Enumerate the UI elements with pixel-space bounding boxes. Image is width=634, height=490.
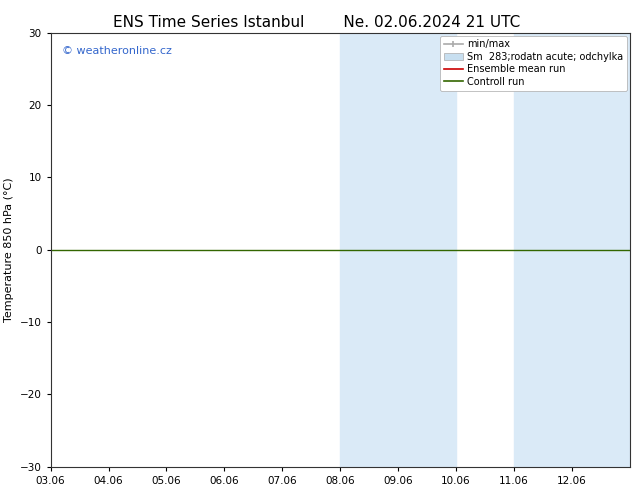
Y-axis label: Temperature 850 hPa (°C): Temperature 850 hPa (°C) bbox=[4, 177, 14, 322]
Bar bbox=[340, 33, 456, 467]
Bar bbox=[514, 33, 630, 467]
Text: © weatheronline.cz: © weatheronline.cz bbox=[62, 46, 172, 56]
Text: ENS Time Series Istanbul        Ne. 02.06.2024 21 UTC: ENS Time Series Istanbul Ne. 02.06.2024 … bbox=[113, 15, 521, 30]
Legend: min/max, Sm  283;rodatn acute; odchylka, Ensemble mean run, Controll run: min/max, Sm 283;rodatn acute; odchylka, … bbox=[440, 36, 627, 91]
